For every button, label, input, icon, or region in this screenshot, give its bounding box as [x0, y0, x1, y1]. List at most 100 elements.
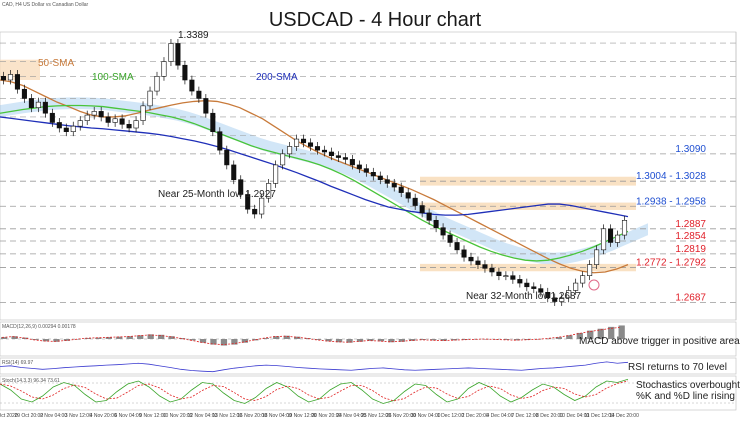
candle-body-26 — [182, 64, 188, 81]
candle-body-22 — [154, 76, 160, 92]
candle-body-5 — [35, 101, 41, 108]
macd-bar-36 — [377, 339, 385, 342]
macd-bar-9 — [95, 337, 102, 339]
candle-body-66 — [461, 249, 467, 258]
candle-body-67 — [468, 256, 474, 262]
candle-body-56 — [391, 183, 397, 188]
candle-body-10 — [70, 125, 76, 132]
candle-body-50 — [349, 159, 355, 166]
candle-body-28 — [196, 90, 202, 99]
date-tick-11: 18 Nov 04:00 — [262, 413, 292, 419]
date-tick-23: 10 Dec 04:00 — [560, 413, 590, 419]
candle-body-86 — [601, 228, 607, 251]
macd-bar-59 — [618, 325, 625, 339]
date-tick-9: 13 Nov 12:00 — [212, 413, 242, 419]
macd-bar-38 — [398, 339, 406, 342]
macd-bar-10 — [105, 337, 112, 339]
level-label-4: 1.2854 — [675, 231, 706, 242]
candle-body-69 — [482, 264, 488, 269]
macd-bar-52 — [545, 338, 552, 340]
date-tick-3: 3 Nov 12:00 — [65, 413, 92, 419]
macd-histogram — [1, 325, 625, 346]
candle-body-60 — [419, 205, 425, 214]
macd-bar-32 — [335, 339, 343, 343]
macd-bar-49 — [513, 339, 521, 341]
sma100-line — [0, 104, 629, 262]
level-label-2: 1.2938 - 1.2958 — [636, 196, 706, 207]
candle-body-63 — [440, 227, 446, 236]
date-tick-1: 29 Oct 20:00 — [14, 413, 43, 419]
rsi-header: RSI(14) 69.97 — [2, 360, 33, 366]
stoch-lines — [0, 378, 629, 404]
candle-body-51 — [356, 164, 362, 169]
candle-body-87 — [608, 228, 614, 243]
macd-bar-4 — [42, 339, 50, 342]
level-label-7: 1.2687 — [675, 293, 706, 304]
macd-bar-6 — [63, 339, 71, 341]
candle-body-70 — [489, 268, 495, 273]
macd-bar-21 — [220, 339, 228, 346]
macd-signal-line — [1, 327, 620, 346]
stoch-annotation-line2: %K and %D line rising — [636, 391, 735, 402]
candle-body-40 — [280, 153, 286, 166]
candle-body-3 — [21, 88, 27, 99]
macd-panel-frame — [0, 321, 737, 357]
candle-body-43 — [301, 138, 307, 144]
macd-bar-57 — [597, 328, 604, 339]
stoch-header: Stoch(14,3,3) 96.34 73.61 — [2, 378, 60, 384]
macd-bar-13 — [137, 335, 144, 339]
macd-bar-20 — [210, 339, 217, 345]
candle-body-78 — [545, 292, 551, 299]
macd-bar-29 — [304, 338, 311, 339]
level-label-5: 1.2819 — [675, 244, 706, 255]
candle-body-7 — [49, 112, 55, 123]
price-panel: 1.3090 1.3004 - 1.3028 1.2938 - 1.2958 1.28… — [0, 31, 737, 321]
date-tick-7: 10 Nov 20:00 — [163, 413, 193, 419]
candle-body-65 — [454, 242, 460, 251]
macd-bar-53 — [555, 337, 563, 339]
macd-bar-40 — [419, 339, 426, 340]
macd-bar-28 — [294, 336, 301, 339]
macd-bar-23 — [241, 339, 249, 343]
candle-body-82 — [573, 282, 579, 291]
stoch-annotation-line1: Stochastics overbought — [636, 380, 740, 391]
candle-body-18 — [126, 124, 132, 129]
candle-body-36 — [252, 208, 258, 215]
level-labels: 1.3090 1.3004 - 1.3028 1.2938 - 1.2958 1.28… — [636, 144, 706, 304]
date-tick-10: 16 Nov 20:00 — [237, 413, 267, 419]
low-marker-circle — [588, 279, 600, 291]
rsi-annotation: RSI returns to 70 level — [628, 362, 727, 373]
candle-body-84 — [587, 264, 593, 276]
candle-body-62 — [433, 220, 439, 228]
macd-bar-48 — [503, 339, 510, 340]
macd-bar-54 — [566, 335, 573, 339]
candle-body-30 — [210, 112, 216, 132]
macd-bar-33 — [346, 339, 353, 343]
macd-bar-0 — [1, 337, 8, 339]
date-tick-20: 4 Dec 04:00 — [487, 413, 514, 419]
macd-bar-12 — [126, 336, 133, 339]
candle-body-14 — [98, 111, 104, 118]
macd-annotation: MACD above trigger in positive area — [579, 336, 740, 347]
macd-bar-1 — [11, 336, 18, 339]
low25m-annotation: Near 25-Month low 1.2927 — [158, 189, 276, 200]
candle-body-88 — [615, 234, 621, 243]
candle-body-58 — [405, 192, 411, 199]
candle-body-54 — [377, 175, 383, 180]
candle-body-33 — [231, 164, 237, 180]
macd-bar-11 — [116, 336, 123, 339]
date-tick-24: 11 Dec 12:00 — [585, 413, 615, 419]
candle-body-47 — [328, 151, 334, 156]
candle-body-73 — [510, 275, 516, 280]
macd-bar-25 — [262, 338, 269, 339]
stoch-panel-frame — [0, 375, 737, 411]
candle-body-59 — [412, 197, 418, 206]
macd-bar-18 — [189, 339, 196, 341]
macd-bar-31 — [325, 339, 332, 342]
date-tick-18: 1 Dec 12:00 — [437, 413, 464, 419]
level-label-1: 1.3004 - 1.3028 — [636, 171, 706, 182]
macd-bar-50 — [524, 339, 531, 340]
level-label-3: 1.2887 — [675, 219, 706, 230]
macd-bar-16 — [168, 336, 175, 339]
